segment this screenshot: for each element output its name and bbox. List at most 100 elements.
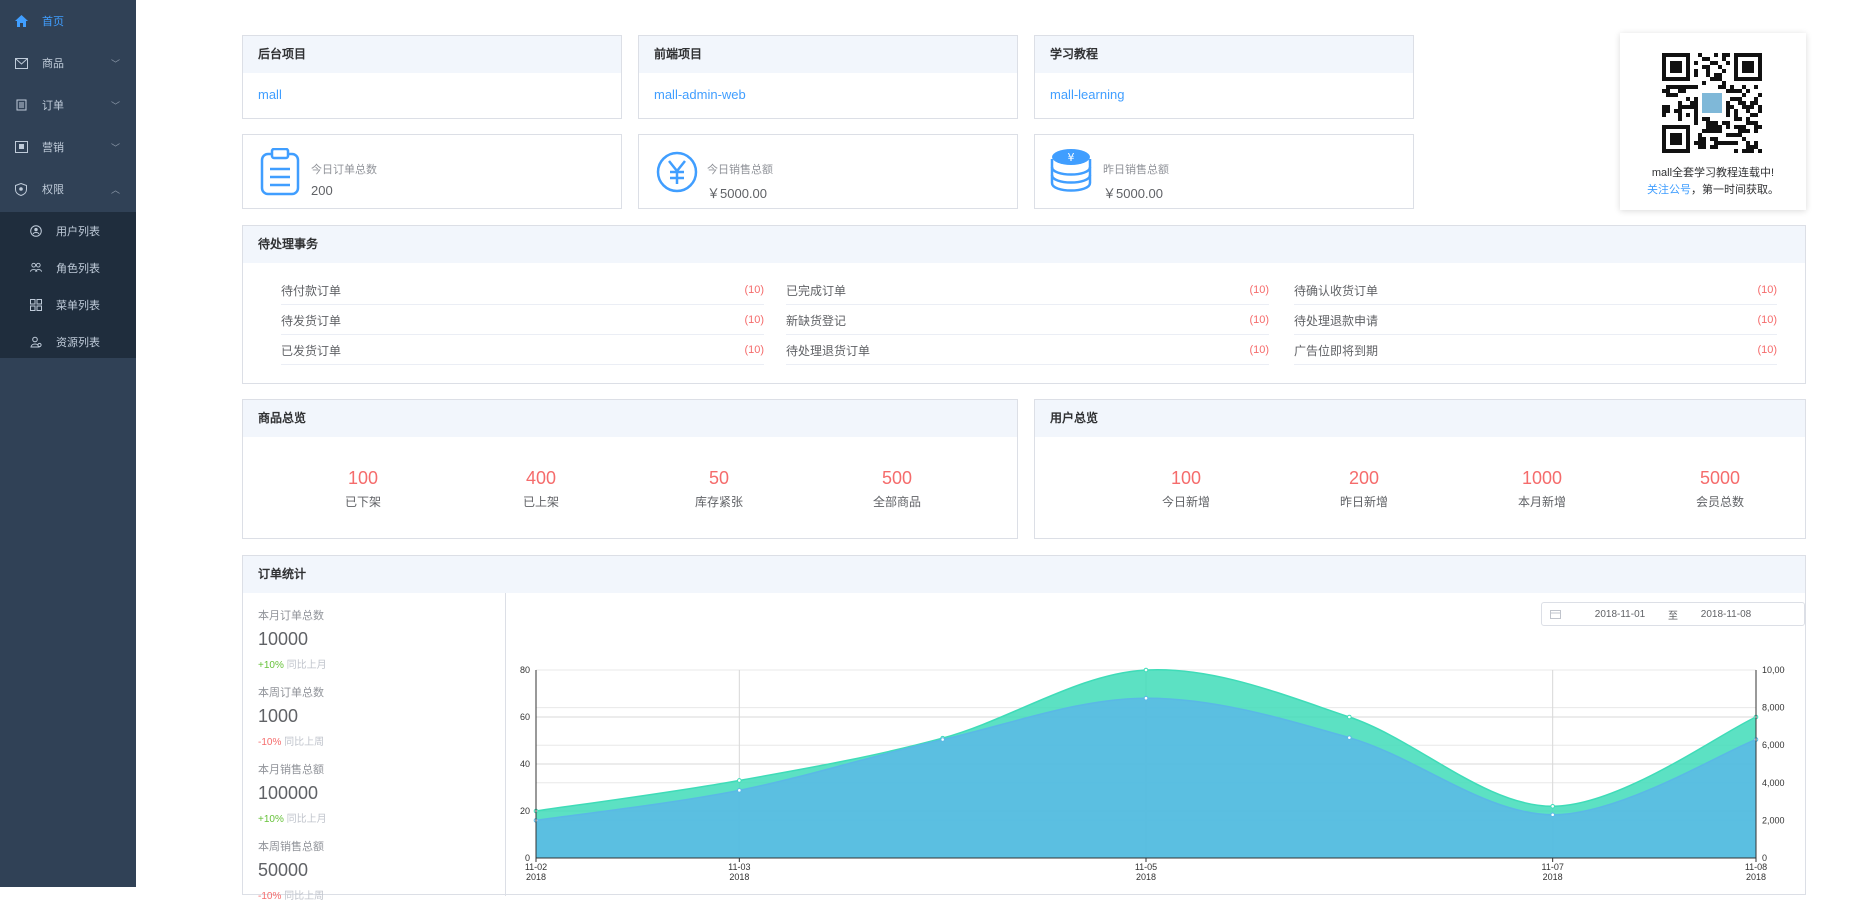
sidebar-item-order[interactable]: 订单 ﹀ <box>0 84 136 126</box>
sidebar-item-resource-list[interactable]: 资源列表 <box>0 323 136 360</box>
todo-count: (10) <box>1249 344 1269 356</box>
todo-label: 已完成订单 <box>786 283 847 298</box>
stat-card-today-orders: 今日订单总数 200 <box>242 134 622 209</box>
stat-value: 200 <box>311 183 333 198</box>
order-stat-compare: 同比上周 <box>284 891 325 902</box>
todo-row[interactable]: 待处理退货订单 (10) <box>786 336 1269 365</box>
data-point <box>737 788 742 793</box>
todo-count: (10) <box>1757 284 1777 296</box>
y-tick-label-right: 10,000 <box>1762 665 1785 675</box>
permission-icon <box>14 182 28 196</box>
overview-value: 500 <box>881 468 913 488</box>
sidebar-item-product[interactable]: 商品 ﹀ <box>0 42 136 84</box>
stat-label: 今日订单总数 <box>311 164 377 176</box>
todo-row[interactable]: 已完成订单 (10) <box>786 276 1269 305</box>
sidebar-item-label: 权限 <box>42 184 64 196</box>
product-overview-card: 商品总览 100 已下架 400 已上架 50 库存紧张 500 全部商品 <box>242 399 1018 539</box>
x-tick-label: 11-02 <box>525 862 547 872</box>
x-tick-label-year: 2018 <box>1136 872 1156 882</box>
sidebar-item-label: 商品 <box>42 58 64 70</box>
stat-label: 昨日销售总额 <box>1103 164 1169 176</box>
y-tick-label-right: 8,000 <box>1762 703 1785 713</box>
project-link-admin-web[interactable]: mall-admin-web <box>654 87 746 102</box>
todo-count: (10) <box>1757 314 1777 326</box>
overview-value: 100 <box>1170 468 1202 488</box>
overview-label: 会员总数 <box>1695 495 1744 509</box>
resource-icon <box>30 336 42 348</box>
sidebar-item-label: 订单 <box>42 100 64 112</box>
todo-row[interactable]: 广告位即将到期 (10) <box>1294 336 1777 365</box>
order-stat-change: +10% <box>258 814 284 825</box>
series-area-1 <box>536 698 1756 858</box>
sidebar-item-label: 角色列表 <box>56 262 100 275</box>
card-title: 后台项目 <box>243 36 621 73</box>
project-card-backend: 后台项目 mall <box>242 35 622 119</box>
x-tick-label-year: 2018 <box>729 872 749 882</box>
overview-value: 200 <box>1348 468 1380 488</box>
project-card-frontend: 前端项目 mall-admin-web <box>638 35 1018 119</box>
project-link-mall[interactable]: mall <box>258 87 282 102</box>
product-icon <box>14 56 28 70</box>
sidebar-item-role-list[interactable]: 角色列表 <box>0 249 136 286</box>
todo-count: (10) <box>1249 314 1269 326</box>
data-point <box>940 737 945 742</box>
sidebar-item-permission[interactable]: 权限 ︿ <box>0 168 136 210</box>
sidebar-item-menu-list[interactable]: 菜单列表 <box>0 286 136 323</box>
svg-text:¥: ¥ <box>1068 151 1075 164</box>
order-stat-label: 本月销售总额 <box>258 764 324 776</box>
todo-label: 待处理退货订单 <box>786 343 871 358</box>
todo-row[interactable]: 待确认收货订单 (10) <box>1294 276 1777 305</box>
stat-value: ￥5000.00 <box>1103 186 1163 201</box>
qr-code-image <box>1662 53 1762 153</box>
todo-count: (10) <box>744 314 764 326</box>
overview-item: 500 全部商品 <box>837 468 957 510</box>
order-stat-value: 100000 <box>258 783 319 803</box>
y-tick-label-left: 80 <box>520 665 530 675</box>
order-stat-label: 本月订单总数 <box>258 610 324 622</box>
todo-count: (10) <box>744 344 764 356</box>
order-stats-chart: 0 20 40 60 80 0 2,000 4,000 6,000 8,000 10,000 11-0… <box>520 665 1785 882</box>
todo-label: 待确认收货订单 <box>1294 283 1379 298</box>
x-tick-label: 11-08 <box>1745 862 1767 872</box>
sidebar-item-home[interactable]: 首页 <box>0 0 136 42</box>
todo-count: (10) <box>1249 284 1269 296</box>
date-start-input[interactable]: 2018-11-01 <box>1594 608 1646 620</box>
chevron-down-icon: ﹀ <box>110 59 120 69</box>
overview-label: 今日新增 <box>1161 495 1210 509</box>
sidebar-item-marketing[interactable]: 营销 ﹀ <box>0 126 136 168</box>
date-end-input[interactable]: 2018-11-08 <box>1700 608 1752 620</box>
x-tick-label-year: 2018 <box>1746 872 1766 882</box>
follow-account-link[interactable]: 关注公号 <box>1647 184 1691 196</box>
overview-label: 全部商品 <box>872 495 921 509</box>
clipboard-icon <box>259 147 301 201</box>
date-range-picker[interactable]: 2018-11-01 至 2018-11-08 <box>1541 602 1805 626</box>
user-overview-card: 用户总览 100 今日新增 200 昨日新增 1000 本月新增 5000 会员总数 <box>1034 399 1806 539</box>
sidebar-item-label: 资源列表 <box>56 336 100 349</box>
x-tick-label-year: 2018 <box>1543 872 1563 882</box>
qr-caption: mall全套学习教程连载中! <box>1651 167 1775 179</box>
todo-row[interactable]: 待发货订单 (10) <box>281 306 764 335</box>
project-link-learning[interactable]: mall-learning <box>1050 87 1125 102</box>
y-tick-label-right: 4,000 <box>1762 778 1785 788</box>
todo-row[interactable]: 已发货订单 (10) <box>281 336 764 365</box>
todo-row[interactable]: 新缺货登记 (10) <box>786 306 1269 335</box>
todo-row[interactable]: 待付款订单 (10) <box>281 276 764 305</box>
overview-label: 昨日新增 <box>1339 495 1388 509</box>
sidebar-item-label: 菜单列表 <box>56 299 100 312</box>
permission-submenu: 用户列表 角色列表 菜单列表 资源列表 <box>0 212 136 358</box>
x-tick-label: 11-07 <box>1541 862 1563 872</box>
sidebar-item-label: 首页 <box>42 16 64 28</box>
order-stat-label: 本周销售总额 <box>258 841 324 853</box>
user-icon <box>30 224 42 237</box>
y-tick-label-left: 20 <box>520 806 530 816</box>
overview-value: 100 <box>347 468 379 488</box>
overview-label: 本月新增 <box>1517 495 1566 509</box>
stat-card-yesterday-sales: ¥ 昨日销售总额 ￥5000.00 <box>1034 134 1414 209</box>
sidebar-item-user-list[interactable]: 用户列表 <box>0 212 136 249</box>
order-stat-compare: 同比上月 <box>286 660 327 671</box>
todo-row[interactable]: 待处理退款申请 (10) <box>1294 306 1777 335</box>
todo-label: 新缺货登记 <box>786 313 847 328</box>
data-point <box>1550 812 1555 818</box>
menu-icon <box>30 298 42 311</box>
overview-item: 100 今日新增 <box>1126 468 1246 510</box>
